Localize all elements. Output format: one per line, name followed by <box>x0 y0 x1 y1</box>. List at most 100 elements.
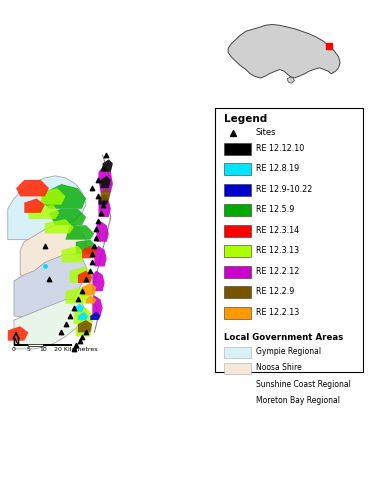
Polygon shape <box>8 176 86 240</box>
Point <box>83 328 89 336</box>
Polygon shape <box>74 304 84 312</box>
Point <box>87 266 93 274</box>
Polygon shape <box>103 160 113 172</box>
Point <box>79 332 85 340</box>
Polygon shape <box>228 24 340 78</box>
Polygon shape <box>78 270 92 283</box>
Polygon shape <box>41 184 86 209</box>
Polygon shape <box>76 240 96 254</box>
Polygon shape <box>45 219 74 234</box>
Text: RE 12.3.13: RE 12.3.13 <box>256 246 299 256</box>
Text: Gympie Regional: Gympie Regional <box>256 348 321 356</box>
Polygon shape <box>99 168 113 192</box>
Point <box>77 336 83 344</box>
Point <box>230 130 236 138</box>
Point <box>73 341 79 349</box>
Polygon shape <box>90 312 100 320</box>
Polygon shape <box>20 223 86 279</box>
Point <box>83 275 89 283</box>
Point <box>93 226 99 234</box>
Point <box>96 217 102 225</box>
Point <box>89 184 95 192</box>
Polygon shape <box>49 209 86 226</box>
Polygon shape <box>86 296 96 304</box>
Bar <box>224 204 251 216</box>
Bar <box>224 363 251 374</box>
Bar <box>224 184 251 196</box>
Polygon shape <box>70 266 92 283</box>
Polygon shape <box>99 196 111 217</box>
Point <box>100 164 106 172</box>
Polygon shape <box>28 204 59 219</box>
Polygon shape <box>24 198 45 213</box>
Polygon shape <box>66 287 90 304</box>
Point <box>93 234 99 241</box>
Polygon shape <box>14 300 86 349</box>
Polygon shape <box>92 270 105 291</box>
Point <box>63 320 68 328</box>
Text: 0: 0 <box>12 347 16 352</box>
Point <box>42 262 48 270</box>
Text: RE 12.12.10: RE 12.12.10 <box>256 144 304 152</box>
Polygon shape <box>66 226 94 239</box>
Point <box>79 287 85 295</box>
Text: 10: 10 <box>39 347 47 352</box>
Polygon shape <box>99 194 109 204</box>
Text: Local Government Areas: Local Government Areas <box>224 333 343 342</box>
Bar <box>224 396 251 406</box>
FancyBboxPatch shape <box>215 108 363 372</box>
Polygon shape <box>16 180 49 196</box>
Point <box>46 275 52 283</box>
Bar <box>224 380 251 390</box>
Bar <box>224 286 251 298</box>
Bar <box>224 347 251 358</box>
Point <box>42 242 48 250</box>
Point <box>89 258 95 266</box>
Point <box>98 209 103 217</box>
Polygon shape <box>287 77 294 83</box>
Polygon shape <box>8 326 28 340</box>
Point <box>96 192 102 200</box>
Text: RE 12.9-10.22: RE 12.9-10.22 <box>256 184 312 194</box>
Bar <box>224 307 251 319</box>
Text: Noosa Shire: Noosa Shire <box>256 364 301 372</box>
Polygon shape <box>94 246 107 266</box>
Polygon shape <box>74 308 94 324</box>
Text: 20 Kilometres: 20 Kilometres <box>54 347 98 352</box>
Point <box>103 151 109 159</box>
Point <box>67 312 72 320</box>
Polygon shape <box>82 283 96 296</box>
Polygon shape <box>100 188 111 200</box>
Polygon shape <box>61 246 86 262</box>
Polygon shape <box>41 188 66 204</box>
Text: RE 12.3.14: RE 12.3.14 <box>256 226 299 235</box>
Polygon shape <box>92 296 103 316</box>
Polygon shape <box>78 312 88 320</box>
Bar <box>28 344 43 346</box>
Bar <box>224 246 251 258</box>
Text: RE 12.2.12: RE 12.2.12 <box>256 267 299 276</box>
Text: RE 12.2.9: RE 12.2.9 <box>256 288 294 296</box>
Text: Moreton Bay Regional: Moreton Bay Regional <box>256 396 340 405</box>
Point <box>71 304 77 312</box>
Text: RE 12.2.13: RE 12.2.13 <box>256 308 299 317</box>
Text: N: N <box>13 338 20 346</box>
Bar <box>224 225 251 237</box>
Text: Sunshine Coast Regional: Sunshine Coast Regional <box>256 380 351 388</box>
Text: Legend: Legend <box>224 114 267 124</box>
Point <box>75 296 81 304</box>
Bar <box>224 266 251 278</box>
Point <box>96 176 102 184</box>
Text: 5: 5 <box>26 347 30 352</box>
Polygon shape <box>78 320 92 332</box>
Point <box>89 250 95 258</box>
Point <box>326 42 332 50</box>
Text: Sites: Sites <box>256 128 276 138</box>
Point <box>91 242 97 250</box>
Point <box>71 345 77 353</box>
Polygon shape <box>100 176 111 188</box>
Point <box>59 328 64 336</box>
Text: RE 12.8.19: RE 12.8.19 <box>256 164 299 173</box>
Point <box>100 200 106 208</box>
Bar <box>43 344 72 346</box>
